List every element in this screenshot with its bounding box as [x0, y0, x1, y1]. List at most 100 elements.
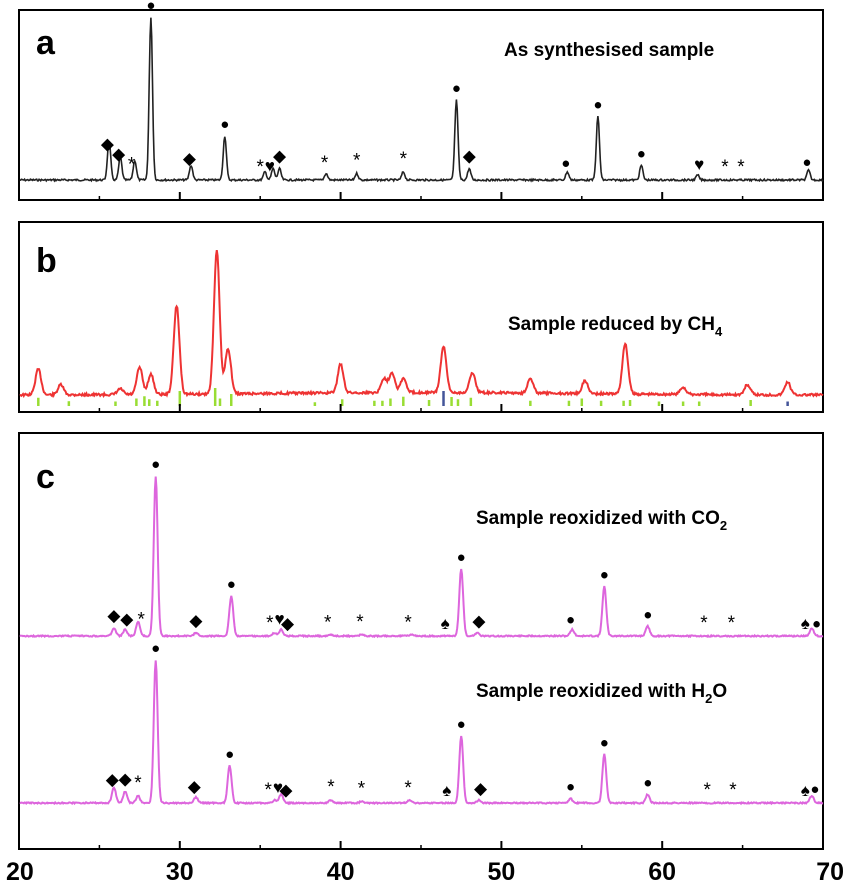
- panel-c-caption-h2o-sub: 2: [705, 691, 712, 706]
- c1-marker-12: ♠: [442, 781, 451, 800]
- panel-c-caption-co2-main: Sample reoxidized with CO: [476, 508, 720, 529]
- c0-marker-9: *: [324, 613, 332, 634]
- c0-marker-15: ●: [566, 611, 575, 628]
- a-marker-17: ♥: [694, 155, 704, 174]
- c1-marker-0: ◆: [106, 770, 120, 789]
- panel-c-caption-co2: Sample reoxidized with CO2: [476, 508, 727, 533]
- panel-c-caption-co2-sub: 2: [720, 518, 727, 533]
- c0-marker-17: ●: [643, 606, 652, 623]
- a-marker-19: *: [737, 157, 745, 178]
- panel-c-caption-h2o-main: Sample reoxidized with H: [476, 681, 705, 702]
- c0-marker-19: *: [728, 613, 736, 634]
- panel-c-letter: c: [36, 458, 55, 496]
- c1-marker-10: *: [358, 779, 366, 800]
- x-tick-label-70: 70: [816, 858, 844, 886]
- phase-markers-c-h2o: ◆ ◆ *●◆●* ♥◆ * * * ♠●◆ ●●● * * ♠ ●: [106, 640, 820, 801]
- panel-a-caption: As synthesised sample: [504, 40, 714, 61]
- a-marker-14: ●: [561, 155, 570, 172]
- c0-marker-12: ♠: [441, 614, 450, 633]
- a-marker-1: ◆: [112, 144, 126, 163]
- a-marker-18: *: [721, 157, 729, 178]
- c1-marker-7: ♥: [273, 778, 283, 797]
- panel-b-letter: b: [36, 242, 57, 280]
- a-marker-4: ◆: [183, 149, 197, 168]
- panel-a: a As synthesised sample ◆◆*●◆●* ♥◆ * * *●◆ ●●…: [18, 0, 824, 201]
- c0-marker-11: *: [404, 613, 412, 634]
- c1-marker-9: *: [327, 777, 335, 798]
- a-marker-9: *: [321, 153, 329, 174]
- c1-marker-6: *: [265, 780, 273, 801]
- phase-markers-c-co2: ◆ ◆ *●◆●* ♥◆ * * * ♠●◆ ●●● * * ♠ ●: [107, 456, 821, 634]
- a-marker-15: ●: [593, 96, 602, 113]
- c0-marker-21: ●: [812, 616, 821, 633]
- panel-c: c Sample reoxidized with CO2 Sample reox…: [18, 432, 824, 850]
- c1-marker-2: *: [134, 773, 142, 794]
- c1-marker-16: ●: [600, 734, 609, 751]
- series-line-as-synthesised: [19, 17, 824, 183]
- c1-marker-4: ◆: [188, 777, 202, 796]
- c0-marker-13: ●: [457, 549, 466, 566]
- c0-marker-18: *: [700, 613, 708, 634]
- x-ticks-a: [18, 192, 824, 200]
- series-line-reduced-ch4: [19, 249, 824, 399]
- c1-marker-17: ●: [643, 774, 652, 791]
- a-marker-2: *: [128, 154, 136, 175]
- c0-marker-10: *: [356, 612, 364, 633]
- c0-marker-16: ●: [600, 566, 609, 583]
- series-line-reoxidized-h2o: [19, 660, 824, 806]
- c0-marker-7: ♥: [274, 609, 284, 628]
- a-marker-16: ●: [637, 145, 646, 162]
- x-tick-label-20: 20: [6, 858, 34, 886]
- c0-marker-4: ◆: [189, 611, 203, 630]
- reference-pattern-lines: [37, 388, 789, 406]
- panel-b-caption-main: Sample reduced by CH: [508, 314, 715, 335]
- c0-marker-6: *: [266, 613, 274, 634]
- c0-marker-5: ●: [227, 576, 236, 593]
- x-tick-labels: 20 30 40 50 60 70: [6, 858, 844, 886]
- c0-marker-14: ◆: [472, 612, 486, 631]
- a-marker-20: ●: [802, 154, 811, 171]
- panel-c-caption-h2o: Sample reoxidized with H2O: [476, 681, 727, 706]
- c1-marker-15: ●: [566, 779, 575, 796]
- panel-b-caption-sub: 4: [715, 324, 723, 339]
- a-marker-6: *: [256, 157, 264, 178]
- c1-marker-18: *: [704, 780, 712, 801]
- a-marker-10: *: [353, 150, 361, 171]
- c1-marker-3: ●: [151, 640, 160, 657]
- series-line-reoxidized-co2: [19, 476, 824, 639]
- x-tick-label-60: 60: [648, 858, 676, 886]
- c1-marker-1: ◆: [119, 770, 133, 789]
- x-ticks-c: [18, 841, 824, 849]
- c0-marker-8: ◆: [281, 614, 295, 633]
- c1-marker-11: *: [404, 778, 412, 799]
- phase-markers-a: ◆◆*●◆●* ♥◆ * * *●◆ ●●●♥ * * ●: [101, 0, 812, 178]
- panel-c-caption-h2o-tail: O: [712, 681, 727, 702]
- c0-marker-2: *: [138, 609, 146, 630]
- a-marker-11: *: [400, 149, 408, 170]
- c1-marker-13: ●: [457, 716, 466, 733]
- a-marker-12: ●: [452, 80, 461, 97]
- c1-marker-21: ●: [810, 781, 819, 798]
- a-marker-5: ●: [220, 116, 229, 133]
- c0-marker-1: ◆: [120, 609, 134, 628]
- c1-marker-20: ♠: [801, 781, 810, 800]
- x-tick-label-40: 40: [327, 858, 355, 886]
- x-tick-label-50: 50: [487, 858, 515, 886]
- c1-marker-14: ◆: [474, 779, 488, 798]
- panel-b: b Sample reduced by CH4: [18, 221, 824, 413]
- x-ticks-b: [18, 404, 824, 412]
- c1-marker-8: ◆: [279, 781, 293, 800]
- c0-marker-3: ●: [151, 456, 160, 473]
- a-marker-0: ◆: [101, 135, 115, 154]
- panel-a-letter: a: [36, 24, 56, 62]
- c0-marker-20: ♠: [801, 614, 810, 633]
- x-tick-label-30: 30: [166, 858, 194, 886]
- a-marker-7: ♥: [265, 156, 275, 175]
- c0-marker-0: ◆: [107, 606, 121, 625]
- a-marker-8: ◆: [273, 147, 287, 166]
- c1-marker-19: *: [729, 780, 737, 801]
- panel-b-caption: Sample reduced by CH4: [508, 314, 723, 339]
- a-marker-3: ●: [146, 0, 155, 14]
- c1-marker-5: ●: [225, 746, 234, 763]
